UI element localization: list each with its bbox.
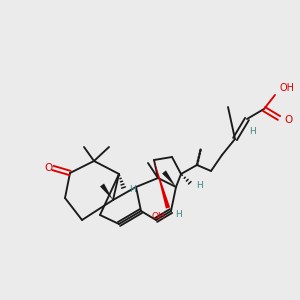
Text: O: O	[284, 115, 292, 125]
Text: H: H	[175, 210, 182, 219]
Polygon shape	[162, 170, 176, 187]
Text: OH: OH	[151, 212, 165, 221]
Text: O: O	[45, 163, 53, 173]
Polygon shape	[154, 160, 170, 208]
Polygon shape	[100, 184, 113, 200]
Text: H: H	[196, 181, 203, 190]
Text: H: H	[129, 185, 136, 194]
Text: OH: OH	[279, 83, 294, 93]
Text: H: H	[249, 127, 255, 136]
